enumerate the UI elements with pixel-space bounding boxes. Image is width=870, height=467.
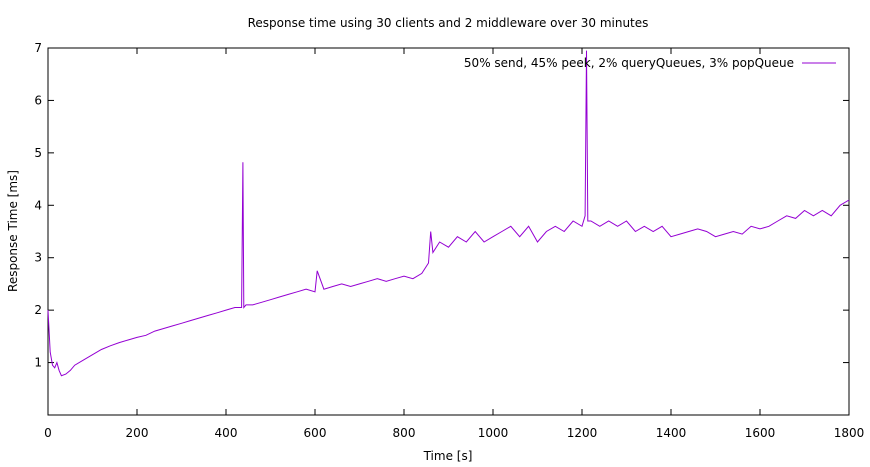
legend: 50% send, 45% peek, 2% queryQueues, 3% p…: [464, 56, 836, 70]
x-tick-label: 1800: [834, 426, 865, 440]
x-tick-label: 200: [126, 426, 149, 440]
x-tick-label: 1200: [567, 426, 598, 440]
y-tick-label: 5: [34, 146, 42, 160]
y-tick-label: 1: [34, 356, 42, 370]
legend-label: 50% send, 45% peek, 2% queryQueues, 3% p…: [464, 56, 794, 70]
y-tick-label: 2: [34, 303, 42, 317]
x-axis-label: Time [s]: [423, 449, 473, 463]
x-tick-label: 400: [215, 426, 238, 440]
series-line: [47, 50, 850, 377]
x-tick-label: 1400: [656, 426, 687, 440]
x-tick-label: 1000: [478, 426, 509, 440]
x-tick-label: 800: [393, 426, 416, 440]
y-axis: 1 2 3 4 5 6 7: [34, 41, 849, 370]
y-tick-label: 7: [34, 41, 42, 55]
y-axis-label: Response Time [ms]: [6, 170, 20, 292]
y-tick-label: 4: [34, 198, 42, 212]
y-tick-label: 6: [34, 93, 42, 107]
x-axis: 0 200 400 600 800 1000 1200 1400 1600 1800: [44, 48, 864, 440]
x-tick-label: 0: [44, 426, 52, 440]
y-tick-label: 3: [34, 251, 42, 265]
x-tick-label: 1600: [745, 426, 776, 440]
x-tick-label: 600: [304, 426, 327, 440]
plot-area: [47, 47, 850, 416]
plot-frame: [47, 47, 850, 416]
chart-title: Response time using 30 clients and 2 mid…: [248, 16, 649, 30]
